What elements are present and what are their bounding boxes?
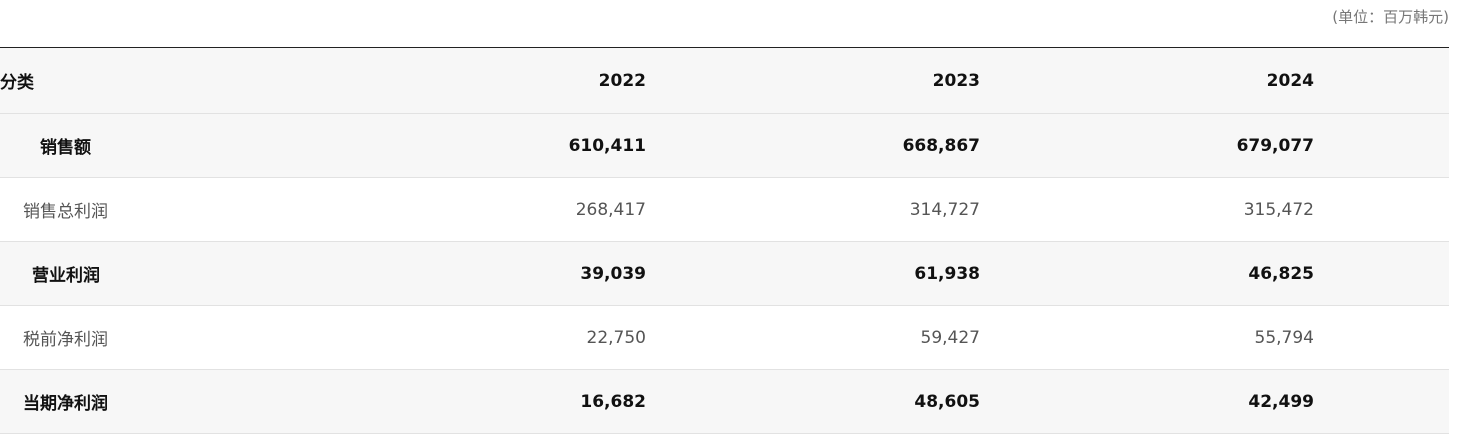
header-year-2022: 2022 bbox=[155, 47, 646, 114]
cell-value: 315,472 bbox=[980, 177, 1314, 242]
row-label: 当期净利润 bbox=[0, 369, 155, 434]
row-label: 销售额 bbox=[0, 113, 155, 178]
cell-value: 610,411 bbox=[155, 113, 646, 178]
table-row-operating-profit: 营业利润 39,039 61,938 46,825 bbox=[0, 241, 1449, 306]
header-spacer bbox=[1314, 47, 1449, 114]
cell-value: 61,938 bbox=[646, 241, 980, 306]
cell-value: 48,605 bbox=[646, 369, 980, 434]
unit-note: (单位：百万韩元) bbox=[1332, 8, 1449, 26]
row-label: 销售总利润 bbox=[0, 177, 155, 242]
cell-value: 22,750 bbox=[155, 305, 646, 370]
cell-value: 42,499 bbox=[980, 369, 1314, 434]
cell-value: 39,039 bbox=[155, 241, 646, 306]
cell-value: 668,867 bbox=[646, 113, 980, 178]
cell-value: 59,427 bbox=[646, 305, 980, 370]
row-spacer bbox=[1314, 177, 1449, 242]
cell-value: 679,077 bbox=[980, 113, 1314, 178]
financial-table: 分类 2022 2023 2024 销售额 610,411 668,867 67… bbox=[0, 47, 1449, 434]
row-label: 营业利润 bbox=[0, 241, 155, 306]
cell-value: 46,825 bbox=[980, 241, 1314, 306]
row-label: 税前净利润 bbox=[0, 305, 155, 370]
row-spacer bbox=[1314, 241, 1449, 306]
cell-value: 55,794 bbox=[980, 305, 1314, 370]
cell-value: 16,682 bbox=[155, 369, 646, 434]
table-row-net-profit: 当期净利润 16,682 48,605 42,499 bbox=[0, 369, 1449, 434]
table-header-row: 分类 2022 2023 2024 bbox=[0, 47, 1449, 114]
header-year-2023: 2023 bbox=[646, 47, 980, 114]
row-spacer bbox=[1314, 113, 1449, 178]
row-spacer bbox=[1314, 369, 1449, 434]
table-row-gross-profit: 销售总利润 268,417 314,727 315,472 bbox=[0, 177, 1449, 242]
header-year-2024: 2024 bbox=[980, 47, 1314, 114]
header-category: 分类 bbox=[0, 47, 155, 114]
table-row-pretax-profit: 税前净利润 22,750 59,427 55,794 bbox=[0, 305, 1449, 370]
table-row-sales: 销售额 610,411 668,867 679,077 bbox=[0, 113, 1449, 178]
cell-value: 314,727 bbox=[646, 177, 980, 242]
cell-value: 268,417 bbox=[155, 177, 646, 242]
row-spacer bbox=[1314, 305, 1449, 370]
